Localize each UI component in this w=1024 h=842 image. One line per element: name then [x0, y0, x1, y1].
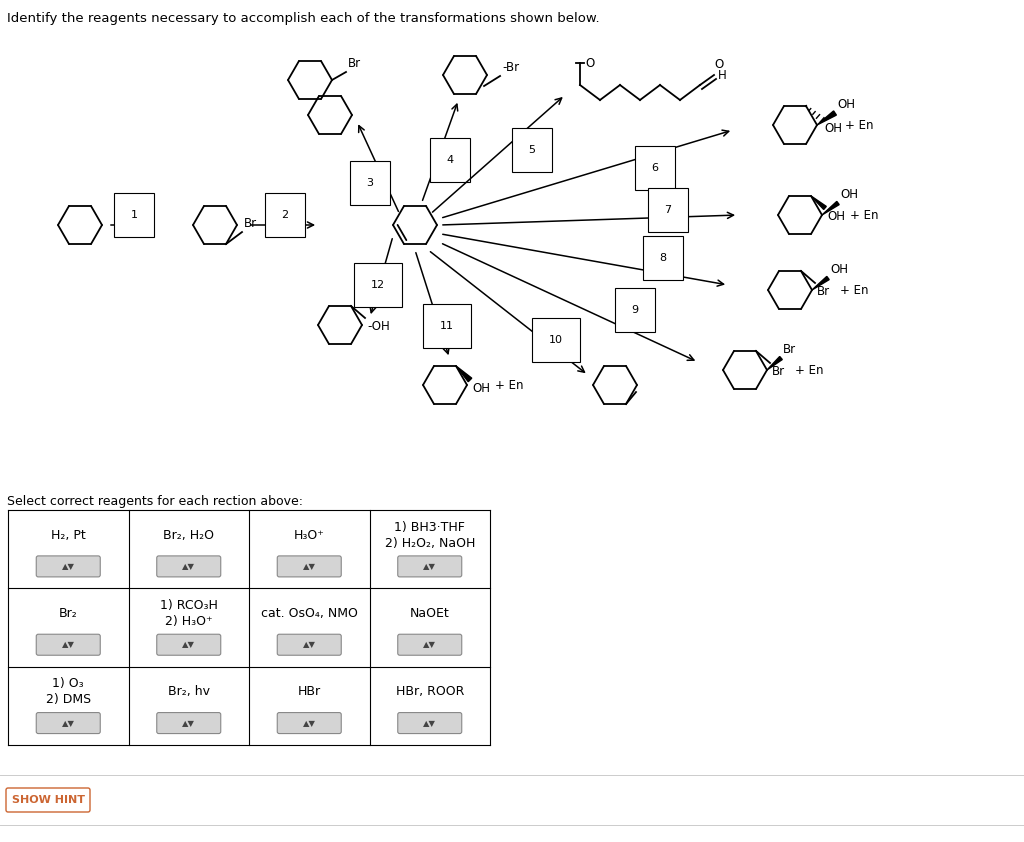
- FancyBboxPatch shape: [36, 634, 100, 655]
- Text: 4: 4: [446, 155, 454, 165]
- Text: OH: OH: [827, 210, 845, 223]
- Text: H₂, Pt: H₂, Pt: [51, 529, 86, 541]
- Text: Br: Br: [772, 365, 785, 378]
- FancyBboxPatch shape: [397, 634, 462, 655]
- Text: + En: + En: [840, 284, 868, 296]
- Text: NaOEt: NaOEt: [410, 607, 450, 620]
- FancyBboxPatch shape: [278, 712, 341, 733]
- Text: 3: 3: [367, 178, 374, 188]
- Text: 1) RCO₃H
2) H₃O⁺: 1) RCO₃H 2) H₃O⁺: [160, 599, 218, 628]
- Text: OH: OH: [837, 98, 855, 111]
- Text: SHOW HINT: SHOW HINT: [11, 795, 85, 805]
- Text: -Br: -Br: [502, 61, 519, 74]
- FancyBboxPatch shape: [36, 556, 100, 577]
- Text: O: O: [714, 58, 723, 71]
- FancyBboxPatch shape: [157, 556, 221, 577]
- Text: 1) O₃
2) DMS: 1) O₃ 2) DMS: [46, 677, 91, 706]
- Text: Br: Br: [348, 57, 361, 70]
- Text: Br₂, hv: Br₂, hv: [168, 685, 210, 698]
- Text: OH: OH: [830, 263, 848, 276]
- Text: 10: 10: [549, 335, 563, 345]
- Text: ▲▼: ▲▼: [423, 562, 436, 571]
- Text: cat. OsO₄, NMO: cat. OsO₄, NMO: [261, 607, 357, 620]
- Text: + En: + En: [845, 119, 873, 131]
- Text: ▲▼: ▲▼: [303, 718, 315, 727]
- FancyBboxPatch shape: [278, 634, 341, 655]
- Text: Br: Br: [817, 285, 830, 298]
- FancyBboxPatch shape: [397, 712, 462, 733]
- FancyBboxPatch shape: [6, 788, 90, 812]
- Text: ▲▼: ▲▼: [61, 562, 75, 571]
- Text: ▲▼: ▲▼: [423, 718, 436, 727]
- Text: Select correct reagents for each rection above:: Select correct reagents for each rection…: [7, 495, 303, 508]
- Text: ▲▼: ▲▼: [303, 640, 315, 649]
- Text: 9: 9: [632, 305, 639, 315]
- Text: ▲▼: ▲▼: [423, 640, 436, 649]
- Text: + En: + En: [850, 209, 879, 221]
- Polygon shape: [812, 276, 829, 290]
- FancyBboxPatch shape: [278, 556, 341, 577]
- FancyBboxPatch shape: [157, 712, 221, 733]
- Text: 2: 2: [282, 210, 289, 220]
- Polygon shape: [767, 356, 782, 370]
- Polygon shape: [822, 201, 840, 215]
- FancyBboxPatch shape: [397, 556, 462, 577]
- Text: ▲▼: ▲▼: [61, 640, 75, 649]
- Text: OH: OH: [824, 122, 842, 135]
- Text: HBr: HBr: [298, 685, 321, 698]
- Text: 5: 5: [528, 145, 536, 155]
- Text: 11: 11: [440, 321, 454, 331]
- Text: 8: 8: [659, 253, 667, 263]
- Text: ▲▼: ▲▼: [303, 562, 315, 571]
- Polygon shape: [817, 111, 837, 125]
- Polygon shape: [811, 196, 826, 210]
- Text: 1) BH3·THF
2) H₂O₂, NaOH: 1) BH3·THF 2) H₂O₂, NaOH: [385, 520, 475, 550]
- Text: ▲▼: ▲▼: [61, 718, 75, 727]
- Text: Br: Br: [244, 217, 257, 230]
- FancyBboxPatch shape: [36, 712, 100, 733]
- Polygon shape: [456, 366, 472, 381]
- Text: 6: 6: [651, 163, 658, 173]
- Text: 1: 1: [130, 210, 137, 220]
- Text: ▲▼: ▲▼: [182, 718, 196, 727]
- Text: O: O: [585, 56, 594, 70]
- Text: -OH: -OH: [367, 320, 390, 333]
- Text: + En: + En: [495, 379, 523, 392]
- Text: Br: Br: [783, 343, 796, 356]
- Text: + En: + En: [795, 364, 823, 376]
- Text: OH: OH: [840, 188, 858, 201]
- Text: 7: 7: [665, 205, 672, 215]
- Text: ▲▼: ▲▼: [182, 640, 196, 649]
- Text: Br₂, H₂O: Br₂, H₂O: [163, 529, 214, 541]
- Text: ▲▼: ▲▼: [182, 562, 196, 571]
- Text: H: H: [718, 68, 727, 82]
- Text: Br₂: Br₂: [58, 607, 78, 620]
- Text: H₃O⁺: H₃O⁺: [294, 529, 325, 541]
- Text: Identify the reagents necessary to accomplish each of the transformations shown : Identify the reagents necessary to accom…: [7, 12, 600, 25]
- FancyBboxPatch shape: [157, 634, 221, 655]
- Text: 12: 12: [371, 280, 385, 290]
- Text: HBr, ROOR: HBr, ROOR: [395, 685, 464, 698]
- Text: OH: OH: [472, 382, 490, 395]
